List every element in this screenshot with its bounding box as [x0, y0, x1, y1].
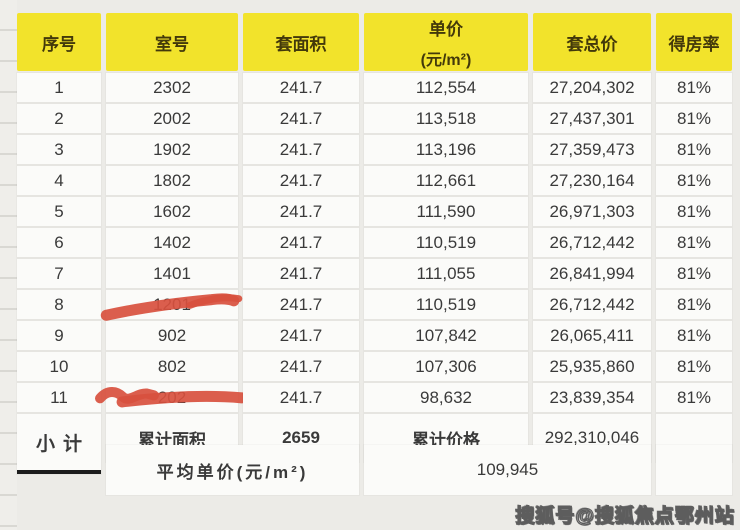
room-cell: 2302: [106, 73, 238, 102]
total-price-cell: 26,841,994: [533, 259, 651, 288]
column-header-ratio: 得房率: [656, 13, 732, 71]
area-cell: 241.7: [243, 259, 359, 288]
ratio-cell: 81%: [656, 135, 732, 164]
spreadsheet-margin-gridlines: [0, 0, 17, 530]
area-cell: 241.7: [243, 73, 359, 102]
unit-price-cell: 107,842: [364, 321, 528, 350]
total-price-cell: 27,230,164: [533, 166, 651, 195]
unit-price-cell: 112,554: [364, 73, 528, 102]
room-cell: 2002: [106, 104, 238, 133]
ratio-cell: 81%: [656, 104, 732, 133]
index-cell: 7: [17, 259, 101, 288]
unit-price-cell: 112,661: [364, 166, 528, 195]
room-cell: 1802: [106, 166, 238, 195]
sohu-watermark: 搜狐号@搜狐焦点鄂州站: [515, 505, 735, 527]
total-price-cell: 26,712,442: [533, 290, 651, 319]
index-cell: 6: [17, 228, 101, 257]
price-table: 序号 室号 套面积 单价 (元/m²) 套总价 得房率 1 2302 241.7…: [17, 13, 732, 495]
unit-price-cell: 110,519: [364, 290, 528, 319]
area-cell: 241.7: [243, 197, 359, 226]
unit-price-cell: 113,518: [364, 104, 528, 133]
room-cell: 1201: [100, 290, 243, 321]
index-cell: 10: [17, 352, 101, 381]
column-header-area: 套面积: [243, 13, 359, 71]
room-number-text: 202: [157, 387, 187, 407]
ratio-cell: 81%: [656, 197, 732, 226]
unit-price-cell: 98,632: [364, 383, 528, 412]
unit-price-cell: 107,306: [364, 352, 528, 381]
index-cell: 4: [17, 166, 101, 195]
ratio-cell: 81%: [656, 383, 732, 412]
total-price-cell: 23,839,354: [533, 383, 651, 412]
total-price-cell: 25,935,860: [533, 352, 651, 381]
ratio-cell: 81%: [656, 290, 732, 319]
total-price-cell: 26,712,442: [533, 228, 651, 257]
column-header-unit-price: 单价 (元/m²): [364, 13, 528, 71]
area-cell: 241.7: [243, 290, 359, 319]
index-cell: 5: [17, 197, 101, 226]
subtotal-label-cell: 小计: [17, 414, 101, 474]
area-cell: 241.7: [243, 321, 359, 350]
room-number-text: 1201: [153, 294, 191, 314]
room-cell: 1902: [106, 135, 238, 164]
ratio-cell: 81%: [656, 166, 732, 195]
area-cell: 241.7: [243, 166, 359, 195]
room-cell: 1401: [106, 259, 238, 288]
empty-ratio-cell: [656, 445, 732, 495]
total-price-cell: 26,065,411: [533, 321, 651, 350]
ratio-cell: 81%: [656, 259, 732, 288]
area-cell: 241.7: [243, 383, 359, 412]
area-cell: 241.7: [243, 228, 359, 257]
ratio-cell: 81%: [656, 321, 732, 350]
unit-price-cell: 113,196: [364, 135, 528, 164]
column-header-index: 序号: [17, 13, 101, 71]
unit-price-cell: 111,055: [364, 259, 528, 288]
index-cell: 9: [17, 321, 101, 350]
total-price-cell: 26,971,303: [533, 197, 651, 226]
ratio-cell: 81%: [656, 73, 732, 102]
total-price-cell: 27,437,301: [533, 104, 651, 133]
area-cell: 241.7: [243, 104, 359, 133]
index-cell: 1: [17, 73, 101, 102]
unit-price-cell: 110,519: [364, 228, 528, 257]
unit-price-unit-label: (元/m²): [420, 51, 472, 69]
index-cell: 3: [17, 135, 101, 164]
ratio-cell: 81%: [656, 352, 732, 381]
unit-price-label: 单价: [429, 19, 463, 39]
total-price-cell: 27,359,473: [533, 135, 651, 164]
index-cell: 2: [17, 104, 101, 133]
room-cell: 802: [106, 352, 238, 381]
area-cell: 241.7: [243, 352, 359, 381]
room-cell: 1602: [106, 197, 238, 226]
index-cell: 11: [17, 383, 101, 412]
unit-price-cell: 111,590: [364, 197, 528, 226]
ratio-cell: 81%: [656, 228, 732, 257]
average-unit-price-value-cell: 109,945: [364, 445, 651, 495]
room-cell: 202: [95, 383, 248, 412]
room-cell: 1402: [106, 228, 238, 257]
total-price-cell: 27,204,302: [533, 73, 651, 102]
room-cell: 902: [106, 321, 238, 350]
column-header-total-price: 套总价: [533, 13, 651, 71]
average-unit-price-label-cell: 平均单价(元/m²): [106, 445, 359, 495]
area-cell: 241.7: [243, 135, 359, 164]
index-cell: 8: [17, 290, 101, 319]
column-header-room: 室号: [106, 13, 238, 71]
